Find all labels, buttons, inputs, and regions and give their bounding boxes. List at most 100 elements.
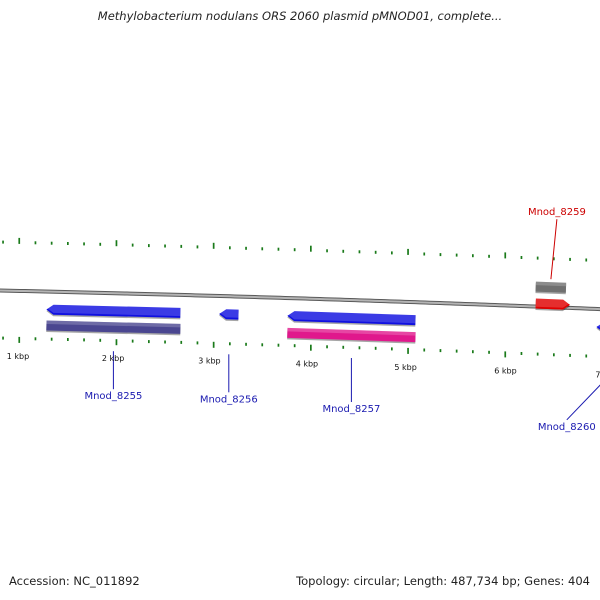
tick-mark [148,244,150,248]
tick-marks [2,237,588,358]
tick-mark [99,242,102,246]
tick-mark [180,244,183,248]
tick-mark [293,248,296,252]
gene-mnod_8259-gene-gloss [535,281,567,287]
tick-mark [212,242,215,249]
tick-mark [520,256,523,259]
tick-mark [67,338,69,341]
kbp-label: 4 kbp [296,360,318,369]
tick-mark [34,241,37,245]
feature-layer [46,281,600,344]
gene-mnod_8255 [46,302,181,320]
tick-mark [2,336,4,340]
gene-mnod_8255-gloss [46,302,181,317]
tick-mark [180,340,183,344]
tick-mark [391,347,393,351]
tick-mark [261,343,264,347]
tick-mark [2,240,4,244]
tick-mark [83,338,85,342]
tick-mark [293,344,296,348]
gene-mnod_8257-body [287,311,416,326]
tick-mark [504,252,507,259]
gene-mnod_8256 [219,307,239,322]
tick-mark [196,341,199,345]
tick-mark [536,256,539,260]
tick-mark [34,337,37,341]
label-callouts: Mnod_8255 Mnod_8256 Mnod_8257 Mnod_8259 Mnod… [84,207,600,433]
kbp-label: 6 kbp [494,366,516,375]
kbp-label: 1 kbp [7,352,29,361]
tick-mark [50,337,53,341]
gene-label-mnod_8256: Mnod_8256 [200,394,258,405]
tick-mark [553,353,555,357]
tick-mark [83,242,85,246]
gene-mnod_8255-body [46,304,181,318]
tick-mark [358,346,361,350]
tick-mark [277,247,280,251]
tick-mark [50,241,53,245]
gene-mnod_8257-gloss [287,309,416,324]
gene-label-mnod_8257: Mnod_8257 [322,404,380,415]
tick-mark [18,336,21,343]
callout-line [550,219,558,280]
gene-mnod_8259-gene-body [535,281,567,293]
tick-mark [277,343,280,347]
gene-mnod_8259-body [535,298,570,310]
tick-mark [18,237,21,244]
gene-label-mnod_8260: Mnod_8260 [538,422,596,433]
tick-mark [536,352,539,356]
tick-mark [310,245,312,252]
backbone-line [0,289,600,311]
tick-mark [585,354,588,358]
tick-mark [407,248,409,255]
gene-mnod_8256-gloss [219,307,239,318]
tick-mark [391,251,393,255]
tick-mark [423,348,426,352]
kbp-label: 2 kbp [102,354,124,363]
map-title: Methylobacterium nodulans ORS 2060 plasm… [97,9,503,23]
tick-mark [164,340,166,344]
tick-mark [472,350,474,354]
tick-mark [326,345,328,349]
accession-text: Accession: NC_011892 [9,574,140,588]
tick-mark [472,254,474,258]
tick-mark [439,349,442,353]
tick-mark [374,250,377,254]
kbp-label: 3 kbp [198,357,220,366]
tick-mark [488,254,490,258]
tick-mark [131,243,134,247]
gene-mnod_8259-gloss [535,296,571,308]
tick-mark [439,253,442,257]
tick-mark [229,342,231,346]
gene-mnod_8257-gene-body [287,327,416,343]
tick-mark [164,244,166,248]
tick-mark [99,338,102,342]
gene-mnod_8255-gene-gloss [46,320,181,328]
tick-mark [115,240,118,247]
gene-mnod_8255-gene-body [46,320,181,334]
tick-mark [342,345,345,349]
tick-mark [585,258,588,262]
tick-mark [261,247,264,251]
tick-mark [553,257,555,261]
tick-mark [196,245,199,249]
backbone-layer [0,288,600,312]
tick-mark [407,347,409,354]
gene-mnod_8255-gene [46,320,181,336]
tick-mark [569,257,571,261]
gene-mnod_8256-body [219,309,239,320]
tick-mark [358,250,361,254]
gene-mnod_8260 [596,320,600,336]
tick-mark [455,349,458,353]
kbp-label: 5 kbp [394,363,416,372]
tick-mark [245,246,247,250]
tick-mark [212,341,215,348]
callout-line [566,384,600,421]
tick-mark [374,346,377,350]
gene-mnod_8259 [535,296,571,312]
tick-mark [245,342,247,346]
gene-mnod_8257-gene-gloss [287,327,416,336]
genome-summary-text: Topology: circular; Length: 487,734 bp; … [296,574,590,588]
